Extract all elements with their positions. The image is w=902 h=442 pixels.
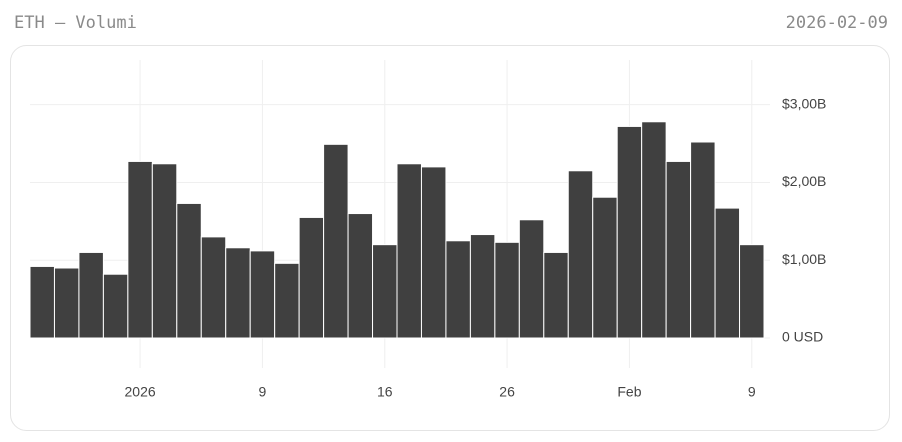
bar [298,216,325,339]
bar [494,241,520,339]
bar [127,160,153,339]
bar [200,236,227,339]
bar [665,160,692,339]
x-tick-label: 26 [499,384,515,400]
bar [518,219,545,339]
x-tick-label: 9 [748,384,756,400]
bar [445,240,471,339]
x-tick-label: 16 [377,384,393,400]
x-tick-label: 9 [259,384,267,400]
bar [151,163,178,339]
bar [543,251,569,339]
bar [420,166,447,339]
bar [372,244,398,339]
bar [714,207,741,339]
bar [29,265,55,339]
chart-date: 2026-02-09 [786,13,888,33]
y-tick-label: $3,00B [782,95,826,111]
bar [102,273,129,339]
bar [690,141,716,339]
bar [176,202,202,339]
bar [323,143,349,339]
bar [739,244,765,339]
bar [567,170,594,339]
y-tick-label: $2,00B [782,173,826,189]
bar [347,213,374,339]
x-tick-label: 2026 [125,384,156,400]
bar [78,251,104,339]
bar [396,163,422,339]
bar [249,250,276,339]
bar [616,125,643,339]
y-tick-label: 0 USD [782,329,823,345]
x-tick-label: Feb [617,384,641,400]
y-tick-label: $1,00B [782,251,826,267]
bar [274,262,300,339]
bar [225,247,251,339]
bar [641,121,667,339]
chart-title: ETH — Volumi [14,13,137,33]
bar [53,267,80,339]
bar [592,196,618,339]
bar [469,234,496,339]
